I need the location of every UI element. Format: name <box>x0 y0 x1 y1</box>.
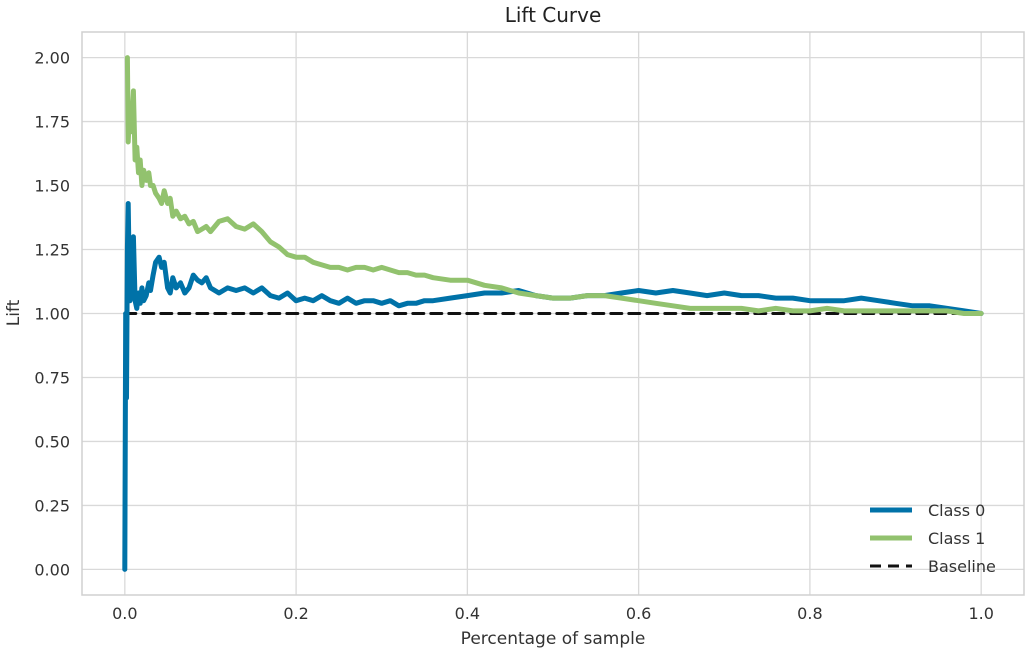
legend: Class 0 Class 1 Baseline <box>870 501 996 576</box>
legend-label: Baseline <box>928 557 996 576</box>
x-tick-label: 0.8 <box>797 604 822 623</box>
y-axis-label: Lift <box>4 299 24 326</box>
y-axis-ticks: 0.00 0.25 0.50 0.75 1.00 1.25 1.50 1.75 2.00 <box>34 49 70 580</box>
y-tick-label: 0.75 <box>34 368 70 387</box>
series-line-class-1 <box>124 55 984 316</box>
x-tick-label: 0.2 <box>283 604 308 623</box>
y-tick-label: 1.75 <box>34 113 70 132</box>
y-tick-label: 1.25 <box>34 241 70 260</box>
x-tick-label: 0.6 <box>626 604 651 623</box>
y-tick-label: 1.00 <box>34 305 70 324</box>
x-tick-label: 1.0 <box>968 604 993 623</box>
x-tick-label: 0.0 <box>112 604 137 623</box>
plot-frame <box>81 31 1025 596</box>
chart-title: Lift Curve <box>505 3 602 27</box>
legend-label: Class 0 <box>928 501 985 520</box>
x-axis-label: Percentage of sample <box>461 629 646 649</box>
series <box>122 55 984 572</box>
y-tick-label: 1.50 <box>34 177 70 196</box>
x-tick-label: 0.4 <box>455 604 480 623</box>
y-tick-label: 0.50 <box>34 432 70 451</box>
series-line-class-0 <box>122 201 984 572</box>
legend-label: Class 1 <box>928 529 985 548</box>
y-tick-label: 0.00 <box>34 560 70 579</box>
y-tick-label: 0.25 <box>34 496 70 515</box>
x-axis-ticks: 0.0 0.2 0.4 0.6 0.8 1.0 <box>112 604 994 623</box>
y-tick-label: 2.00 <box>34 49 70 68</box>
